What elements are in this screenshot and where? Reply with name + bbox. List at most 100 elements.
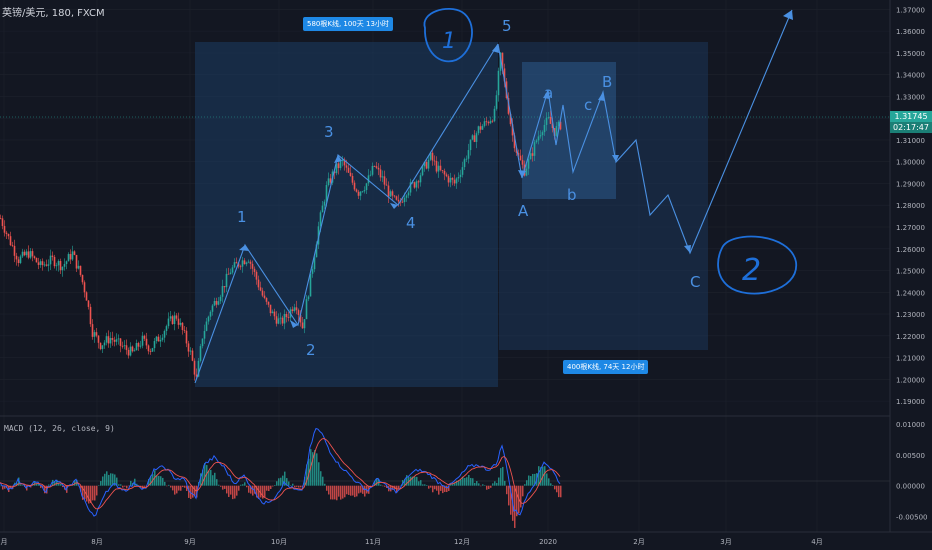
- macd-histogram-bar: [182, 485, 184, 488]
- macd-histogram-bar: [534, 473, 536, 486]
- macd-histogram-bar: [316, 453, 318, 486]
- macd-histogram-bar: [246, 485, 248, 488]
- candle-body: [465, 158, 468, 160]
- macd-histogram-bar: [452, 484, 454, 486]
- candle-body: [259, 287, 262, 291]
- macd-histogram-bar: [352, 485, 354, 496]
- macd-histogram-bar: [488, 485, 490, 490]
- candle-body: [159, 339, 162, 342]
- macd-histogram-bar: [460, 479, 462, 486]
- candle-body: [17, 259, 20, 264]
- candle-body: [163, 330, 166, 338]
- macd-histogram-bar: [376, 478, 378, 486]
- candle-body: [435, 161, 438, 172]
- macd-histogram-bar: [362, 485, 364, 494]
- macd-histogram-bar: [80, 485, 82, 492]
- price-tick-label: 1.27000: [896, 224, 925, 232]
- candle-body: [283, 313, 286, 324]
- candle-body: [441, 170, 444, 171]
- macd-histogram-bar: [134, 478, 136, 486]
- candle-body: [469, 139, 472, 151]
- candle-body: [543, 124, 546, 133]
- candle-body: [263, 295, 266, 298]
- macd-histogram-bar: [532, 473, 534, 486]
- macd-histogram-bar: [540, 467, 542, 486]
- candle-body: [353, 182, 356, 190]
- macd-histogram-bar: [166, 485, 168, 487]
- candle-body: [87, 300, 90, 307]
- macd-histogram-bar: [490, 485, 492, 488]
- candle-body: [307, 296, 310, 300]
- candle-body: [81, 274, 84, 283]
- macd-histogram-bar: [240, 484, 242, 486]
- wave-arrowheads: [239, 10, 793, 328]
- macd-histogram-bar: [38, 483, 40, 486]
- candle-body: [513, 135, 516, 149]
- macd-histogram-bar: [136, 483, 138, 486]
- wave-label-4: 4: [406, 214, 416, 232]
- price-tick-label: 1.30000: [896, 159, 925, 167]
- candle-body: [37, 262, 40, 265]
- macd-histogram-bar: [164, 481, 166, 486]
- macd-histogram-bar: [258, 485, 260, 499]
- macd-histogram-bar: [450, 484, 452, 486]
- macd-histogram-bar: [338, 485, 340, 497]
- macd-histogram-bar: [306, 464, 308, 486]
- macd-histogram-bar: [318, 462, 320, 486]
- candle-body: [141, 335, 144, 346]
- candle-body: [479, 126, 482, 130]
- hand-circle-1: [423, 7, 473, 63]
- macd-histogram-bar: [502, 466, 504, 486]
- macd-histogram-bar: [282, 475, 284, 486]
- macd-histogram-bar: [210, 469, 212, 486]
- macd-histogram-bar: [16, 482, 18, 486]
- candle-body: [91, 324, 94, 337]
- macd-histogram-bar: [428, 485, 430, 489]
- candle-body: [25, 251, 28, 256]
- macd-histogram-bar: [292, 483, 294, 486]
- macd-histogram-bar: [326, 485, 328, 491]
- macd-histogram-bar: [556, 485, 558, 493]
- candle-body: [495, 95, 498, 109]
- candle-body: [555, 126, 558, 136]
- macd-histogram-bar: [464, 478, 466, 486]
- macd-histogram-bar: [162, 477, 164, 486]
- time-tick-label: 12月: [454, 538, 470, 546]
- macd-histogram-bar: [510, 485, 512, 515]
- price-axis: 1.370001.360001.350001.340001.330001.320…: [896, 6, 925, 406]
- candle-body: [383, 176, 386, 185]
- macd-histogram-bar: [422, 484, 424, 486]
- wave-label-A: A: [518, 202, 529, 220]
- candle-body: [245, 262, 248, 265]
- price-tick-label: 1.26000: [896, 246, 925, 254]
- time-tick-label: 11月: [365, 538, 381, 546]
- macd-histogram-bar: [478, 483, 480, 486]
- macd-histogram-bar: [204, 462, 206, 486]
- candle-body: [375, 166, 378, 168]
- candle-body: [511, 124, 514, 136]
- macd-histogram-bar: [236, 485, 238, 496]
- macd-histogram-bar: [456, 480, 458, 486]
- candle-body: [319, 212, 322, 227]
- candle-body: [431, 152, 434, 161]
- candle-body: [311, 269, 314, 274]
- candle-body: [107, 336, 110, 344]
- macd-histogram-bar: [424, 484, 426, 486]
- macd-histogram-bar: [410, 476, 412, 486]
- candle-body: [217, 301, 220, 305]
- candle-body: [51, 255, 54, 257]
- macd-histogram-bar: [320, 471, 322, 486]
- macd-histogram-bar: [116, 477, 118, 486]
- macd-histogram-bar: [522, 485, 524, 497]
- candle-body: [267, 301, 270, 305]
- time-tick-label: 10月: [271, 538, 287, 546]
- candle-body: [47, 264, 50, 266]
- macd-histogram-bar: [270, 485, 272, 489]
- macd-histogram-bar: [466, 477, 468, 486]
- candle-body: [195, 374, 198, 377]
- candle-body: [265, 297, 268, 302]
- macd-histogram-bar: [470, 477, 472, 486]
- macd-histogram-bar: [178, 485, 180, 491]
- candle-body: [157, 336, 160, 342]
